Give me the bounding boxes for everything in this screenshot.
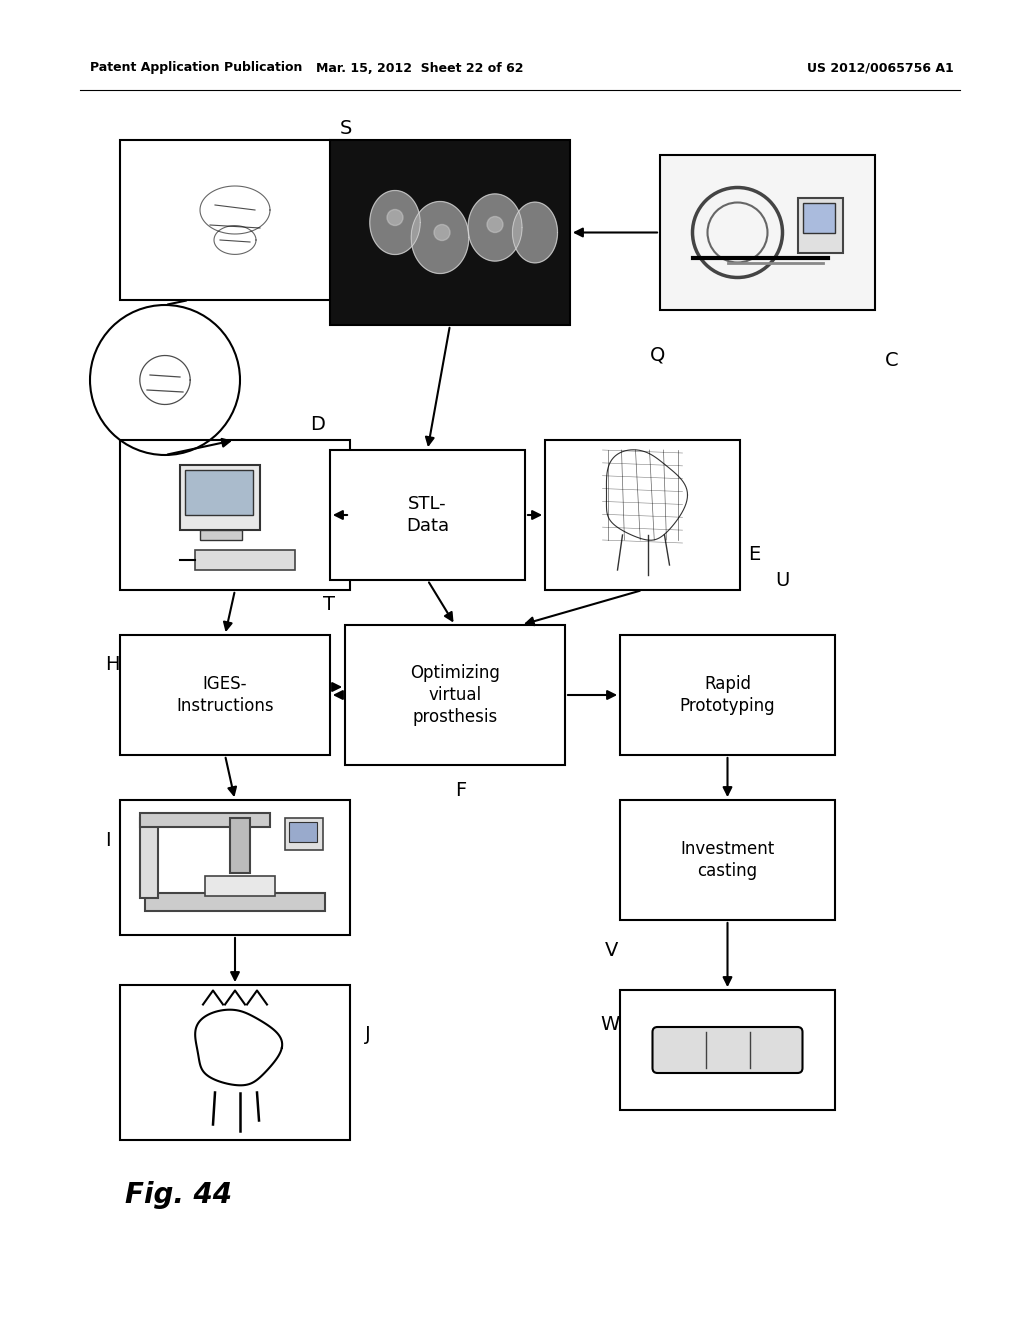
Bar — [285, 817, 323, 850]
Bar — [803, 202, 835, 232]
Bar — [230, 817, 250, 873]
Bar — [120, 440, 350, 590]
Bar — [145, 892, 325, 911]
Text: Rapid
Prototyping: Rapid Prototyping — [680, 675, 775, 715]
Text: H: H — [105, 656, 120, 675]
Text: E: E — [748, 545, 760, 565]
Bar — [330, 450, 525, 579]
Bar — [120, 800, 350, 935]
Text: U: U — [775, 570, 790, 590]
Bar — [660, 154, 874, 310]
Bar — [289, 821, 317, 842]
Text: J: J — [365, 1026, 371, 1044]
Bar — [120, 140, 350, 300]
Bar — [200, 531, 242, 540]
Bar — [185, 470, 253, 515]
Polygon shape — [513, 202, 557, 263]
Text: Patent Application Publication: Patent Application Publication — [90, 62, 302, 74]
Text: F: F — [455, 780, 466, 800]
Text: V: V — [605, 940, 618, 960]
Text: C: C — [885, 351, 899, 370]
Bar — [140, 817, 158, 898]
Bar — [620, 800, 835, 920]
Polygon shape — [412, 202, 469, 273]
Text: Mar. 15, 2012  Sheet 22 of 62: Mar. 15, 2012 Sheet 22 of 62 — [316, 62, 523, 74]
Bar — [345, 624, 565, 766]
Circle shape — [487, 216, 503, 232]
Bar — [140, 813, 270, 826]
Text: Investment
casting: Investment casting — [680, 840, 774, 880]
Text: US 2012/0065756 A1: US 2012/0065756 A1 — [807, 62, 953, 74]
Bar — [330, 140, 570, 325]
Circle shape — [434, 224, 450, 240]
Bar — [620, 635, 835, 755]
Bar — [545, 440, 740, 590]
Bar — [120, 635, 330, 755]
Polygon shape — [196, 1010, 283, 1085]
Bar — [195, 550, 295, 570]
Bar — [798, 198, 843, 252]
Polygon shape — [468, 194, 522, 261]
Text: I: I — [105, 830, 111, 850]
Text: D: D — [310, 416, 325, 434]
Text: S: S — [340, 119, 352, 137]
Text: STL-
Data: STL- Data — [406, 495, 450, 535]
Bar — [620, 990, 835, 1110]
Bar — [205, 875, 275, 895]
FancyBboxPatch shape — [652, 1027, 803, 1073]
Text: T: T — [323, 595, 335, 615]
Text: IGES-
Instructions: IGES- Instructions — [176, 675, 273, 715]
Bar — [120, 985, 350, 1140]
Polygon shape — [370, 190, 420, 255]
Text: W: W — [600, 1015, 620, 1035]
Text: Q: Q — [650, 346, 666, 364]
Text: Fig. 44: Fig. 44 — [125, 1181, 232, 1209]
Circle shape — [387, 210, 403, 226]
Bar — [180, 465, 260, 531]
Text: Optimizing
virtual
prosthesis: Optimizing virtual prosthesis — [410, 664, 500, 726]
